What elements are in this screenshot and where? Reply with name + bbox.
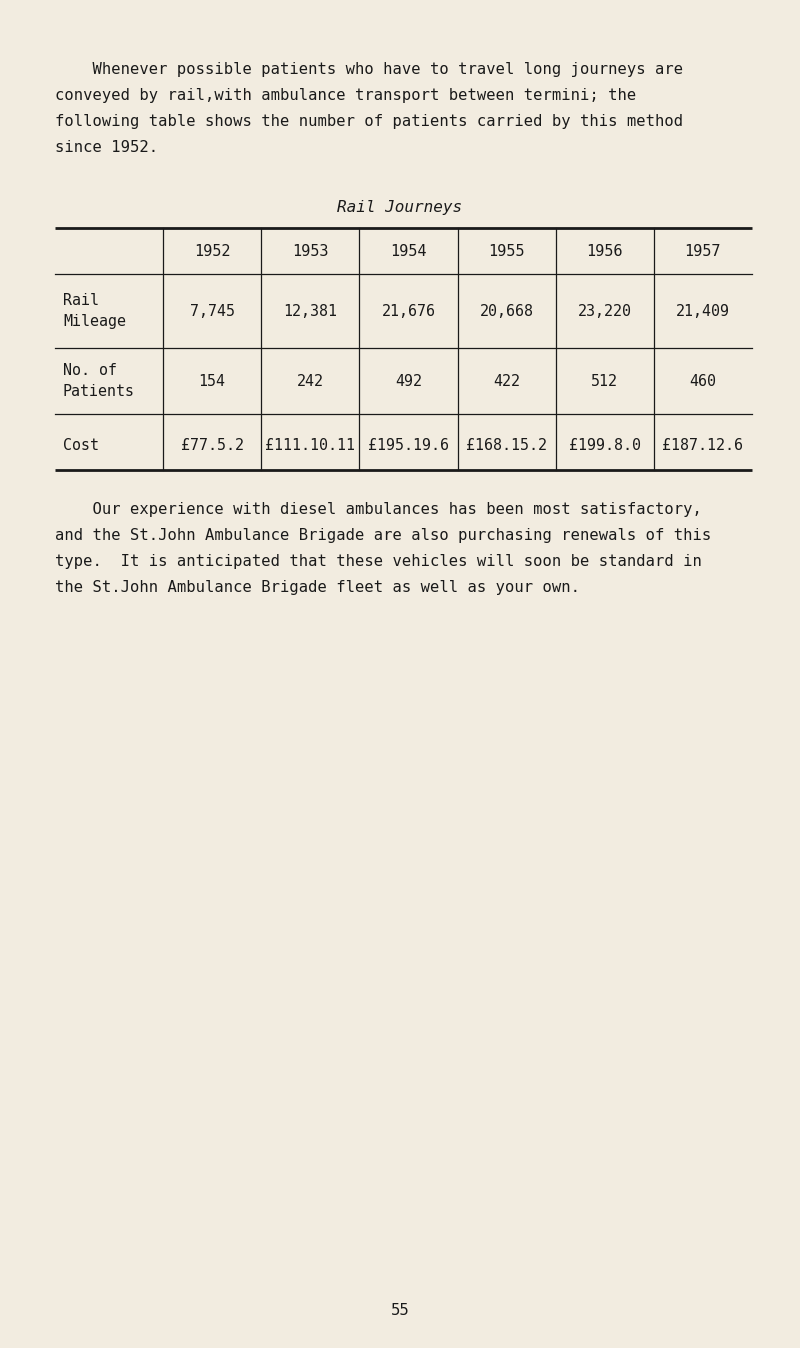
Text: 1952: 1952 bbox=[194, 244, 230, 259]
Text: Whenever possible patients who have to travel long journeys are: Whenever possible patients who have to t… bbox=[55, 62, 683, 77]
Text: No. of
Patients: No. of Patients bbox=[63, 363, 135, 399]
Text: Rail
Mileage: Rail Mileage bbox=[63, 293, 126, 329]
Text: 242: 242 bbox=[297, 373, 324, 388]
Text: conveyed by rail,with ambulance transport between termini; the: conveyed by rail,with ambulance transpor… bbox=[55, 88, 636, 102]
Text: 422: 422 bbox=[493, 373, 520, 388]
Text: Rail Journeys: Rail Journeys bbox=[338, 200, 462, 214]
Text: £77.5.2: £77.5.2 bbox=[181, 438, 243, 453]
Text: 21,409: 21,409 bbox=[676, 303, 730, 318]
Text: Our experience with diesel ambulances has been most satisfactory,: Our experience with diesel ambulances ha… bbox=[55, 501, 702, 518]
Text: 7,745: 7,745 bbox=[190, 303, 234, 318]
Text: 512: 512 bbox=[591, 373, 618, 388]
Text: 1955: 1955 bbox=[488, 244, 525, 259]
Text: the St.John Ambulance Brigade fleet as well as your own.: the St.John Ambulance Brigade fleet as w… bbox=[55, 580, 580, 594]
Text: and the St.John Ambulance Brigade are also purchasing renewals of this: and the St.John Ambulance Brigade are al… bbox=[55, 528, 711, 543]
Text: 1956: 1956 bbox=[586, 244, 623, 259]
Text: £195.19.6: £195.19.6 bbox=[368, 438, 449, 453]
Text: 1954: 1954 bbox=[390, 244, 426, 259]
Text: £168.15.2: £168.15.2 bbox=[466, 438, 547, 453]
Text: 460: 460 bbox=[690, 373, 717, 388]
Text: 21,676: 21,676 bbox=[382, 303, 435, 318]
Text: 154: 154 bbox=[198, 373, 226, 388]
Text: 492: 492 bbox=[395, 373, 422, 388]
Text: 23,220: 23,220 bbox=[578, 303, 632, 318]
Text: 1953: 1953 bbox=[292, 244, 329, 259]
Text: 12,381: 12,381 bbox=[283, 303, 338, 318]
Text: following table shows the number of patients carried by this method: following table shows the number of pati… bbox=[55, 115, 683, 129]
Text: 1957: 1957 bbox=[685, 244, 721, 259]
Text: since 1952.: since 1952. bbox=[55, 140, 158, 155]
Text: 55: 55 bbox=[390, 1304, 410, 1318]
Text: 20,668: 20,668 bbox=[479, 303, 534, 318]
Text: £187.12.6: £187.12.6 bbox=[662, 438, 743, 453]
Text: £111.10.11: £111.10.11 bbox=[266, 438, 355, 453]
Text: type.  It is anticipated that these vehicles will soon be standard in: type. It is anticipated that these vehic… bbox=[55, 554, 702, 569]
Text: £199.8.0: £199.8.0 bbox=[569, 438, 641, 453]
Text: Cost: Cost bbox=[63, 438, 99, 453]
